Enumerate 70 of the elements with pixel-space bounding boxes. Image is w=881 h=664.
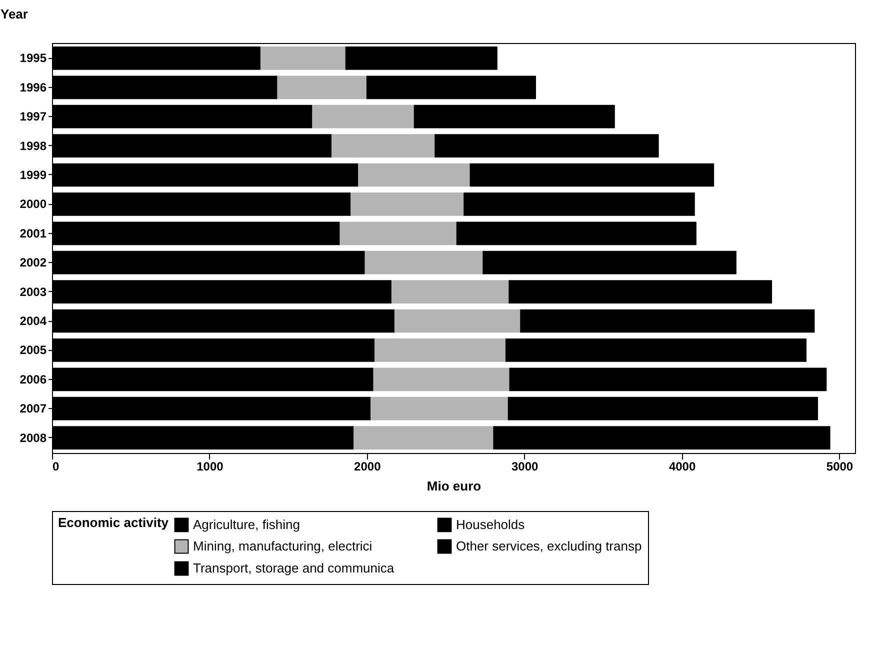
legend-title: Economic activity [58, 515, 170, 530]
bar [373, 368, 510, 392]
bar [366, 76, 536, 100]
legend-label: Other services, excluding transp [456, 538, 642, 554]
bar [52, 104, 312, 128]
bar [354, 426, 494, 450]
y-tick-label: 2001 [20, 226, 47, 240]
legend-label: Agriculture, fishing [193, 516, 300, 532]
bar [52, 134, 332, 158]
bar [260, 46, 346, 70]
bar [464, 192, 695, 216]
bar [52, 338, 375, 362]
bar [370, 396, 508, 420]
y-axis-title: Year [0, 6, 28, 22]
bar [508, 280, 772, 304]
bar [332, 134, 435, 158]
y-tick-label: 1997 [20, 110, 47, 124]
x-tick-label: 0 [52, 460, 60, 474]
y-tick-label: 2007 [20, 402, 47, 416]
bar [277, 76, 366, 100]
y-tick-label: 1998 [20, 138, 47, 153]
bar [482, 250, 736, 274]
bar [414, 104, 615, 128]
y-tick-label: 2005 [20, 343, 47, 358]
y-tick-label: 1996 [20, 80, 47, 94]
bar [350, 192, 464, 216]
y-tick-label: 2003 [20, 284, 47, 299]
y-tick-label: 2002 [20, 256, 47, 270]
bar [493, 426, 830, 450]
bar [470, 163, 714, 187]
bar [52, 250, 365, 274]
bar [391, 280, 509, 304]
y-tick-label: 2008 [20, 430, 47, 445]
bar [374, 338, 506, 362]
bar [434, 134, 659, 158]
bar [509, 368, 827, 392]
bar [340, 222, 456, 246]
bar [52, 426, 354, 450]
bar [456, 222, 696, 246]
bar [364, 250, 483, 274]
bar [52, 396, 371, 420]
bar [508, 396, 818, 420]
y-tick-label: 1999 [20, 168, 47, 182]
y-tick-label: 2000 [20, 197, 47, 212]
bar [52, 222, 340, 246]
x-axis-title: Mio euro [426, 478, 482, 494]
x-tick-label: 3000 [512, 460, 539, 474]
bar [520, 309, 815, 333]
legend-label: Households [456, 516, 526, 532]
x-tick-label: 2000 [354, 460, 382, 474]
bar [52, 368, 374, 392]
y-tick-label: 2006 [20, 372, 47, 386]
x-tick-label: 1000 [196, 460, 224, 474]
x-tick-label: 5000 [826, 460, 854, 474]
y-tick-label: 1995 [20, 51, 47, 66]
bar [394, 309, 520, 333]
bar [52, 309, 394, 333]
y-tick-label: 2004 [20, 314, 47, 328]
bar [505, 338, 807, 362]
bar [52, 46, 260, 70]
bar [312, 104, 414, 128]
x-tick-label: 4000 [668, 460, 696, 474]
bar [358, 163, 470, 187]
legend-label: Transport, storage and communica [193, 560, 395, 576]
bar [52, 192, 351, 216]
legend-label: Mining, manufacturing, electrici [193, 538, 372, 554]
bar [52, 280, 392, 304]
bar [52, 76, 278, 100]
bar [345, 46, 498, 70]
bar [52, 163, 358, 187]
